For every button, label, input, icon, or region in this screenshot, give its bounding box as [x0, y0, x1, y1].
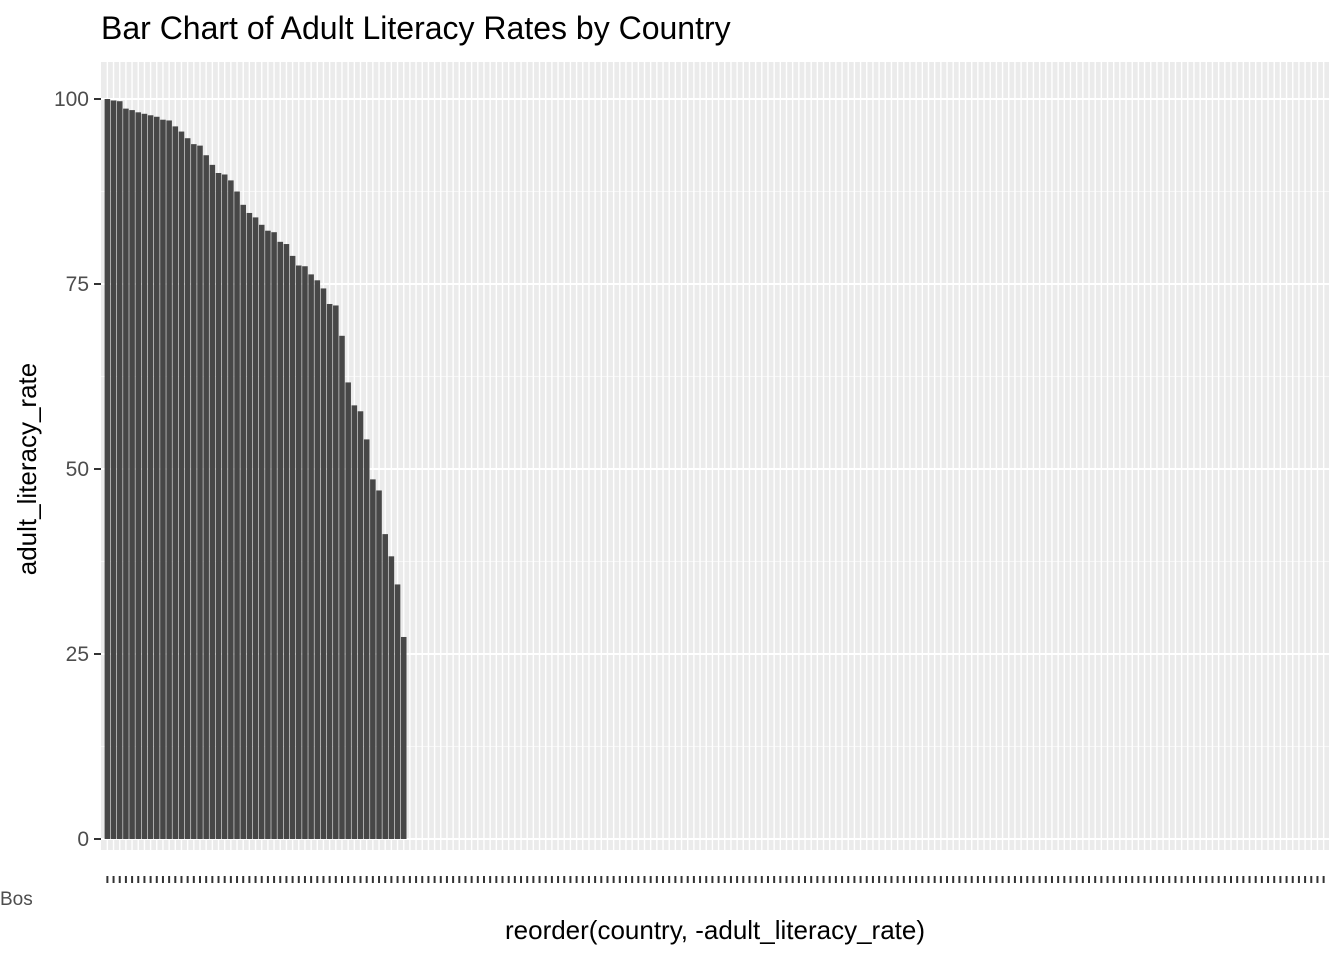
bar [240, 204, 246, 839]
bar [382, 534, 388, 839]
bar [252, 217, 259, 839]
bar [221, 174, 228, 840]
bar [215, 173, 222, 839]
x-axis-label: reorder(country, -adult_literacy_rate) [505, 915, 925, 945]
x-axis: Bos [0, 876, 1325, 910]
bar [184, 138, 191, 840]
bar [116, 101, 123, 840]
bar [203, 155, 209, 840]
bar [209, 164, 216, 840]
bar [197, 145, 203, 839]
bar [141, 113, 148, 840]
bar [394, 584, 401, 839]
bar [308, 274, 314, 839]
y-tick-label: 0 [77, 828, 89, 851]
bar [320, 288, 327, 839]
chart-title: Bar Chart of Adult Literacy Rates by Cou… [101, 10, 731, 46]
bar [357, 411, 364, 839]
bar [104, 99, 111, 839]
bar [178, 131, 185, 839]
bar [400, 636, 407, 839]
y-tick-label: 75 [66, 273, 89, 296]
bar [351, 405, 358, 839]
bar [246, 212, 253, 839]
bar [339, 335, 345, 839]
bars [104, 99, 407, 840]
y-axis-label: adult_literacy_rate [12, 363, 42, 575]
y-tick-label: 25 [66, 643, 89, 666]
bar [370, 479, 376, 839]
x-tick-label: Bos [0, 889, 33, 910]
bar [295, 265, 302, 839]
bar [172, 126, 179, 839]
bar [153, 116, 160, 839]
bar [314, 280, 321, 839]
bar [191, 144, 197, 839]
y-tick-label: 100 [54, 88, 89, 111]
bar [302, 266, 308, 839]
bar [326, 303, 333, 840]
bar [283, 244, 290, 840]
bar [110, 100, 117, 840]
bar [265, 230, 271, 840]
bar [166, 120, 172, 839]
bar [228, 180, 234, 839]
bar [135, 112, 142, 839]
bar [258, 224, 265, 840]
bar [388, 556, 395, 839]
y-axis: 0 25 50 75 100 [54, 88, 101, 851]
bar [376, 490, 382, 839]
bar [271, 232, 277, 839]
bar [289, 255, 296, 839]
bar [123, 108, 129, 840]
bar [333, 305, 339, 840]
bar [345, 382, 351, 839]
bar [147, 115, 154, 839]
bar [129, 110, 135, 840]
bar [363, 439, 370, 839]
bar [234, 191, 240, 839]
bar [277, 241, 284, 839]
bar [160, 119, 166, 840]
y-tick-label: 50 [66, 458, 89, 481]
